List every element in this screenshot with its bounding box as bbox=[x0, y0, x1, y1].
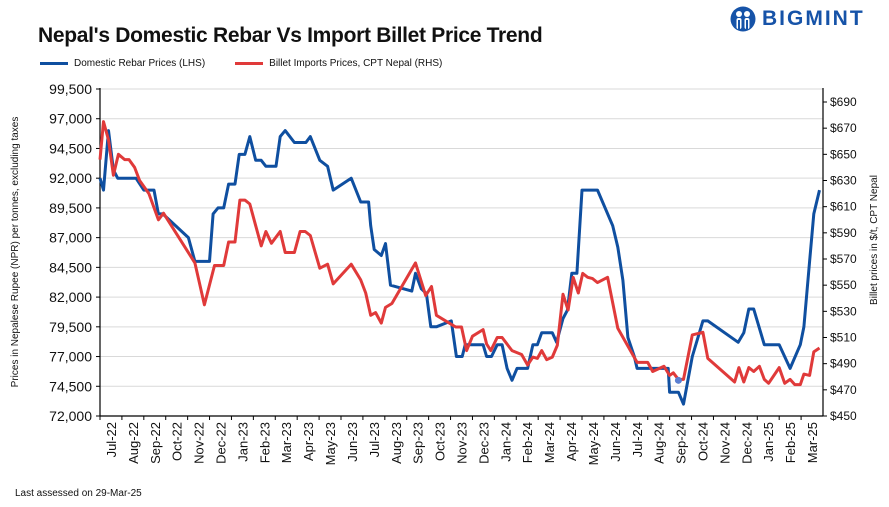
y2-tick-label: $550 bbox=[830, 278, 857, 292]
x-tick-label: Oct-24 bbox=[696, 422, 711, 461]
x-tick-label: May-24 bbox=[586, 422, 601, 465]
x-tick-label: Aug-24 bbox=[652, 422, 667, 464]
y2-tick-label: $570 bbox=[830, 252, 857, 266]
legend-swatch-domestic bbox=[40, 62, 68, 65]
series-line-domestic-rebar bbox=[98, 129, 821, 406]
x-tick-label: Feb-25 bbox=[783, 422, 798, 463]
y-tick-label: 92,000 bbox=[49, 170, 92, 186]
y-tick-label: 97,000 bbox=[49, 111, 92, 127]
x-tick-label: Nov-23 bbox=[455, 422, 470, 464]
y2-tick-label: $650 bbox=[830, 147, 857, 161]
x-tick-label: May-23 bbox=[323, 422, 338, 465]
bigmint-people-icon bbox=[730, 6, 756, 32]
x-tick-label: Jan-23 bbox=[235, 422, 250, 462]
legend: Domestic Rebar Prices (LHS) Billet Impor… bbox=[40, 58, 442, 69]
x-tick-label: Aug-22 bbox=[126, 422, 141, 464]
legend-swatch-imports bbox=[235, 62, 264, 65]
y2-tick-label: $690 bbox=[830, 95, 857, 109]
x-tick-label: Nov-24 bbox=[717, 422, 732, 464]
y2-tick-label: $530 bbox=[830, 304, 857, 318]
x-tick-label: Jul-22 bbox=[104, 422, 119, 457]
y-tick-label: 99,500 bbox=[49, 81, 92, 97]
y-axis-right-title: Billet prices in $/t, CPT Nepal bbox=[869, 175, 880, 305]
y2-tick-label: $490 bbox=[830, 357, 857, 371]
y-tick-label: 94,500 bbox=[49, 140, 92, 156]
x-tick-label: Feb-24 bbox=[520, 422, 535, 463]
y-tick-label: 72,000 bbox=[49, 408, 92, 424]
y-tick-label: 74,500 bbox=[49, 378, 92, 394]
y2-tick-label: $590 bbox=[830, 226, 857, 240]
x-tick-label: Mar-25 bbox=[805, 422, 820, 463]
x-tick-label: Dec-22 bbox=[214, 422, 229, 464]
y-tick-label: 87,000 bbox=[49, 230, 92, 246]
x-tick-label: Dec-23 bbox=[476, 422, 491, 464]
x-tick-label: Apr-23 bbox=[301, 422, 316, 461]
y2-tick-label: $610 bbox=[830, 200, 857, 214]
x-tick-label: Dec-24 bbox=[739, 422, 754, 464]
legend-item-imports: Billet Imports Prices, CPT Nepal (RHS) bbox=[235, 58, 442, 69]
y-tick-label: 84,500 bbox=[49, 259, 92, 275]
y2-tick-label: $670 bbox=[830, 121, 857, 135]
chart-title: Nepal's Domestic Rebar Vs Import Billet … bbox=[38, 24, 543, 47]
data-marker bbox=[674, 376, 682, 384]
y-axis-left-title: Prices in Nepalese Rupee (NPR) per tonne… bbox=[10, 117, 21, 388]
y-tick-label: 82,000 bbox=[49, 289, 92, 305]
series-line-billet-imports bbox=[98, 120, 821, 387]
x-tick-label: Jan-24 bbox=[498, 422, 513, 462]
x-tick-label: Jun-24 bbox=[608, 422, 623, 462]
y-tick-label: 89,500 bbox=[49, 200, 92, 216]
x-tick-label: Sep-23 bbox=[411, 422, 426, 464]
x-tick-label: Apr-24 bbox=[564, 422, 579, 461]
brand-name: BIGMINT bbox=[762, 7, 865, 30]
x-tick-label: Jul-23 bbox=[367, 422, 382, 457]
y2-tick-label: $630 bbox=[830, 174, 857, 188]
legend-label-imports: Billet Imports Prices, CPT Nepal (RHS) bbox=[269, 58, 443, 69]
legend-label-domestic: Domestic Rebar Prices (LHS) bbox=[74, 58, 206, 69]
x-tick-label: Mar-23 bbox=[279, 422, 294, 463]
y2-tick-label: $510 bbox=[830, 331, 857, 345]
x-tick-label: Mar-24 bbox=[542, 422, 557, 463]
x-tick-label: Feb-23 bbox=[257, 422, 272, 463]
y2-tick-label: $450 bbox=[830, 409, 857, 423]
x-tick-label: Oct-22 bbox=[170, 422, 185, 461]
x-tick-label: Aug-23 bbox=[389, 422, 404, 464]
y2-tick-label: $470 bbox=[830, 383, 857, 397]
bigmint-logo: BIGMINT bbox=[730, 6, 865, 32]
x-tick-label: Jun-23 bbox=[345, 422, 360, 462]
x-tick-label: Sep-22 bbox=[148, 422, 163, 464]
legend-item-domestic: Domestic Rebar Prices (LHS) bbox=[40, 58, 205, 69]
x-tick-label: Jan-25 bbox=[761, 422, 776, 462]
x-tick-label: Jul-24 bbox=[630, 422, 645, 457]
y-tick-label: 79,500 bbox=[49, 319, 92, 335]
x-tick-label: Oct-23 bbox=[433, 422, 448, 461]
y-tick-label: 77,000 bbox=[49, 349, 92, 365]
x-tick-label: Nov-22 bbox=[192, 422, 207, 464]
x-tick-label: Sep-24 bbox=[674, 422, 689, 464]
last-assessed-note: Last assessed on 29-Mar-25 bbox=[15, 488, 142, 499]
